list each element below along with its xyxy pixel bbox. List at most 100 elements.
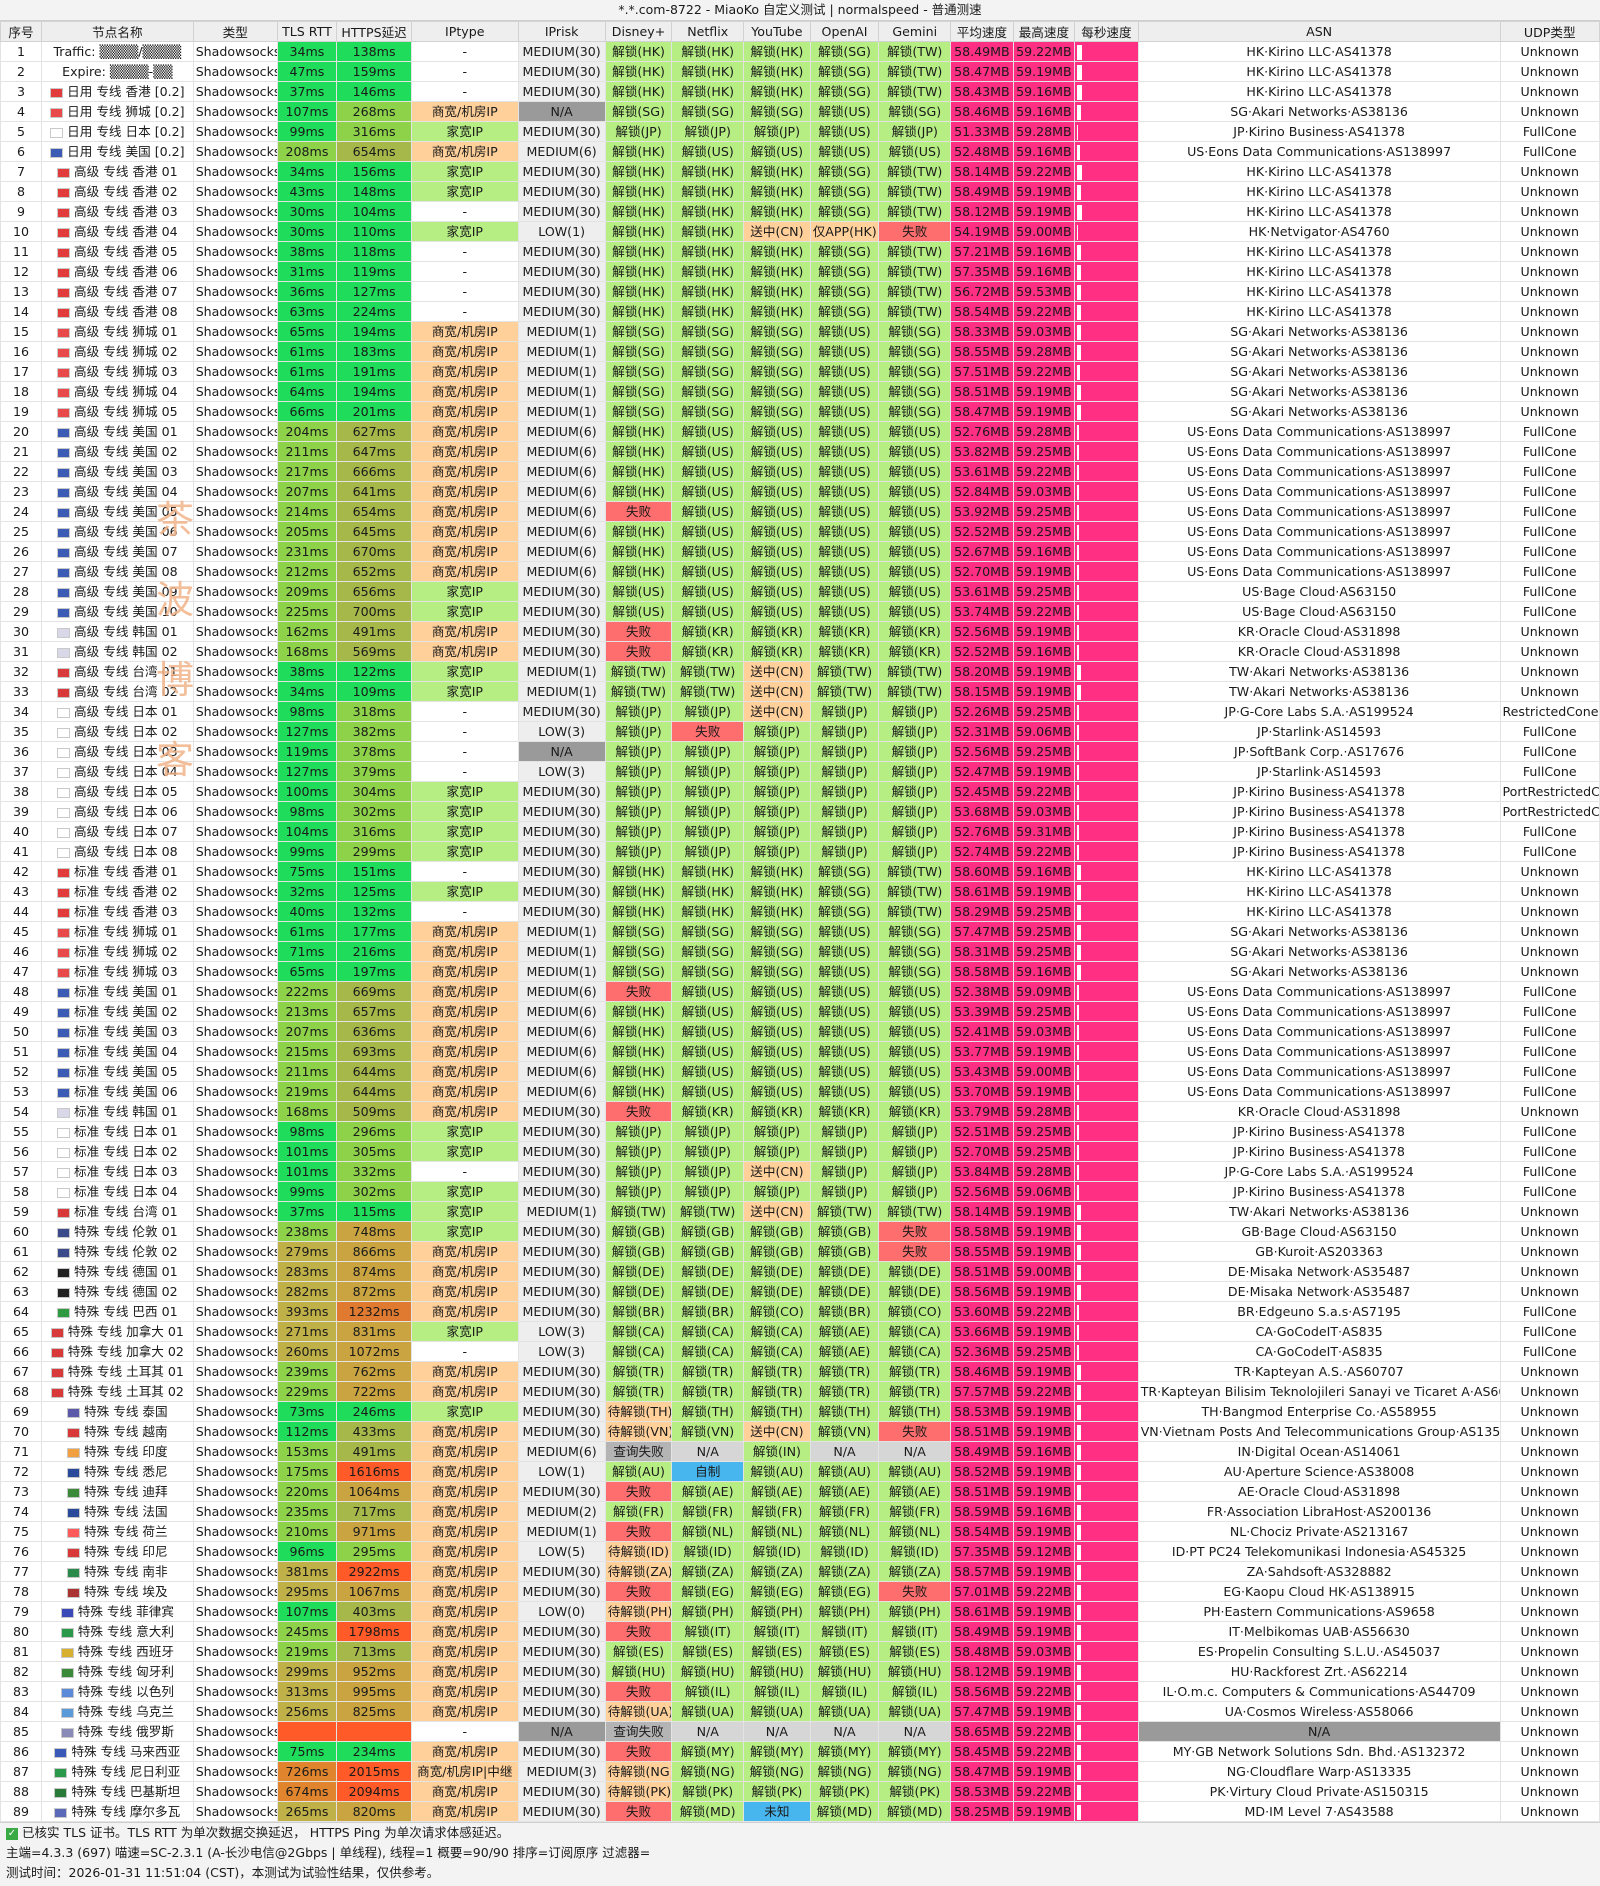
table-row[interactable]: 41 高级 专线 日本 08 Shadowsocks 99ms 299ms 家宽IP MED… bbox=[0, 841, 1600, 862]
table-row[interactable]: 61 特殊 专线 伦敦 02 Shadowsocks 279ms 866ms 商宽/机房I… bbox=[0, 1241, 1600, 1262]
table-row[interactable]: 84 特殊 专线 乌克兰 Shadowsocks 256ms 825ms 商宽/机房IP M… bbox=[0, 1701, 1600, 1722]
table-row[interactable]: 56 标准 专线 日本 02 Shadowsocks 101ms 305ms 家宽IP ME… bbox=[0, 1141, 1600, 1162]
table-row[interactable]: 60 特殊 专线 伦敦 01 Shadowsocks 238ms 748ms 家宽IP ME… bbox=[0, 1221, 1600, 1242]
table-row[interactable]: 1 Traffic: ▒▒▒▒/▒▒▒▒ Shadowsocks 34ms 138ms -… bbox=[0, 41, 1600, 62]
table-row[interactable]: 57 标准 专线 日本 03 Shadowsocks 101ms 332ms - MEDIU… bbox=[0, 1161, 1600, 1182]
table-row[interactable]: 62 特殊 专线 德国 01 Shadowsocks 283ms 874ms 商宽/机房I… bbox=[0, 1261, 1600, 1282]
table-row[interactable]: 4 日用 专线 狮城 [0.2] Shadowsocks 107ms 268ms 商宽/机… bbox=[0, 101, 1600, 122]
table-row[interactable]: 22 高级 专线 美国 03 Shadowsocks 217ms 666ms 商宽/机房I… bbox=[0, 461, 1600, 482]
table-row[interactable]: 16 高级 专线 狮城 02 Shadowsocks 61ms 183ms 商宽/机房IP… bbox=[0, 341, 1600, 362]
table-row[interactable]: 68 特殊 专线 土耳其 02 Shadowsocks 229ms 722ms 商宽/机房… bbox=[0, 1381, 1600, 1402]
table-row[interactable]: 32 高级 专线 台湾 01 Shadowsocks 38ms 122ms 家宽IP MED… bbox=[0, 661, 1600, 682]
column-header-per-second-speed[interactable]: 每秒速度 bbox=[1074, 21, 1139, 42]
table-row[interactable]: 89 特殊 专线 摩尔多瓦 Shadowsocks 265ms 820ms 商宽/机房IP… bbox=[0, 1801, 1600, 1822]
table-row[interactable]: 9 高级 专线 香港 03 Shadowsocks 30ms 104ms - MEDIUM(… bbox=[0, 201, 1600, 222]
table-row[interactable]: 44 标准 专线 香港 03 Shadowsocks 40ms 132ms - MEDIUM… bbox=[0, 901, 1600, 922]
table-row[interactable]: 25 高级 专线 美国 06 Shadowsocks 205ms 645ms 商宽/机房I… bbox=[0, 521, 1600, 542]
column-header-max-speed[interactable]: 最高速度 bbox=[1012, 21, 1076, 42]
table-row[interactable]: 2 Expire: ▒▒▒▒-▒▒ Shadowsocks 47ms 159ms - MED… bbox=[0, 61, 1600, 82]
table-row[interactable]: 72 特殊 专线 悉尼 Shadowsocks 175ms 1616ms 商宽/机房IP L… bbox=[0, 1461, 1600, 1482]
table-row[interactable]: 29 高级 专线 美国 10 Shadowsocks 225ms 700ms 家宽IP ME… bbox=[0, 601, 1600, 622]
table-row[interactable]: 21 高级 专线 美国 02 Shadowsocks 211ms 647ms 商宽/机房I… bbox=[0, 441, 1600, 462]
table-row[interactable]: 28 高级 专线 美国 09 Shadowsocks 209ms 656ms 家宽IP ME… bbox=[0, 581, 1600, 602]
table-row[interactable]: 88 特殊 专线 巴基斯坦 Shadowsocks 674ms 2094ms 商宽/机房I… bbox=[0, 1781, 1600, 1802]
table-row[interactable]: 12 高级 专线 香港 06 Shadowsocks 31ms 119ms - MEDIUM… bbox=[0, 261, 1600, 282]
table-row[interactable]: 7 高级 专线 香港 01 Shadowsocks 34ms 156ms 家宽IP MEDI… bbox=[0, 161, 1600, 182]
column-header-avg-speed[interactable]: 平均速度 bbox=[950, 21, 1014, 42]
table-row[interactable]: 19 高级 专线 狮城 05 Shadowsocks 66ms 201ms 商宽/机房IP… bbox=[0, 401, 1600, 422]
table-row[interactable]: 54 标准 专线 韩国 01 Shadowsocks 168ms 509ms 商宽/机房I… bbox=[0, 1101, 1600, 1122]
table-row[interactable]: 8 高级 专线 香港 02 Shadowsocks 43ms 148ms 家宽IP MEDI… bbox=[0, 181, 1600, 202]
table-row[interactable]: 71 特殊 专线 印度 Shadowsocks 153ms 491ms 商宽/机房IP ME… bbox=[0, 1441, 1600, 1462]
table-row[interactable]: 81 特殊 专线 西班牙 Shadowsocks 219ms 713ms 商宽/机房IP M… bbox=[0, 1641, 1600, 1662]
table-row[interactable]: 3 日用 专线 香港 [0.2] Shadowsocks 37ms 146ms - MEDI… bbox=[0, 81, 1600, 102]
table-row[interactable]: 14 高级 专线 香港 08 Shadowsocks 63ms 224ms - MEDIUM… bbox=[0, 301, 1600, 322]
column-header-asn[interactable]: ASN bbox=[1137, 21, 1501, 42]
table-row[interactable]: 66 特殊 专线 加拿大 02 Shadowsocks 260ms 1072ms - LOW… bbox=[0, 1341, 1600, 1362]
table-row[interactable]: 63 特殊 专线 德国 02 Shadowsocks 282ms 872ms 商宽/机房I… bbox=[0, 1281, 1600, 1302]
table-row[interactable]: 77 特殊 专线 南非 Shadowsocks 381ms 2922ms 商宽/机房IP M… bbox=[0, 1561, 1600, 1582]
table-row[interactable]: 33 高级 专线 台湾 02 Shadowsocks 34ms 109ms 家宽IP MED… bbox=[0, 681, 1600, 702]
table-row[interactable]: 31 高级 专线 韩国 02 Shadowsocks 168ms 569ms 商宽/机房I… bbox=[0, 641, 1600, 662]
table-row[interactable]: 67 特殊 专线 土耳其 01 Shadowsocks 239ms 762ms 商宽/机房… bbox=[0, 1361, 1600, 1382]
table-row[interactable]: 35 高级 专线 日本 02 Shadowsocks 127ms 382ms - LOW(3… bbox=[0, 721, 1600, 742]
table-row[interactable]: 40 高级 专线 日本 07 Shadowsocks 104ms 316ms 家宽IP ME… bbox=[0, 821, 1600, 842]
table-row[interactable]: 38 高级 专线 日本 05 Shadowsocks 100ms 304ms 家宽IP ME… bbox=[0, 781, 1600, 802]
table-row[interactable]: 24 高级 专线 美国 05 Shadowsocks 214ms 654ms 商宽/机房I… bbox=[0, 501, 1600, 522]
table-row[interactable]: 30 高级 专线 韩国 01 Shadowsocks 162ms 491ms 商宽/机房I… bbox=[0, 621, 1600, 642]
table-row[interactable]: 13 高级 专线 香港 07 Shadowsocks 36ms 127ms - MEDIUM… bbox=[0, 281, 1600, 302]
table-row[interactable]: 58 标准 专线 日本 04 Shadowsocks 99ms 302ms 家宽IP MED… bbox=[0, 1181, 1600, 1202]
column-header-type[interactable]: 类型 bbox=[192, 21, 278, 42]
table-row[interactable]: 86 特殊 专线 马来西亚 Shadowsocks 75ms 234ms 商宽/机房IP M… bbox=[0, 1741, 1600, 1762]
column-header-ip-risk[interactable]: IPrisk bbox=[517, 21, 606, 42]
table-row[interactable]: 79 特殊 专线 菲律宾 Shadowsocks 107ms 403ms 商宽/机房IP L… bbox=[0, 1601, 1600, 1622]
table-row[interactable]: 75 特殊 专线 荷兰 Shadowsocks 210ms 971ms 商宽/机房IP ME… bbox=[0, 1521, 1600, 1542]
table-row[interactable]: 52 标准 专线 美国 05 Shadowsocks 211ms 644ms 商宽/机房I… bbox=[0, 1061, 1600, 1082]
table-row[interactable]: 45 标准 专线 狮城 01 Shadowsocks 61ms 177ms 商宽/机房IP… bbox=[0, 921, 1600, 942]
table-row[interactable]: 43 标准 专线 香港 02 Shadowsocks 32ms 125ms 家宽IP MED… bbox=[0, 881, 1600, 902]
table-row[interactable]: 65 特殊 专线 加拿大 01 Shadowsocks 271ms 831ms 家宽IP L… bbox=[0, 1321, 1600, 1342]
table-row[interactable]: 73 特殊 专线 迪拜 Shadowsocks 220ms 1064ms 商宽/机房IP M… bbox=[0, 1481, 1600, 1502]
table-row[interactable]: 23 高级 专线 美国 04 Shadowsocks 207ms 641ms 商宽/机房I… bbox=[0, 481, 1600, 502]
column-header-tls-rtt[interactable]: TLS RTT bbox=[276, 21, 338, 42]
table-row[interactable]: 34 高级 专线 日本 01 Shadowsocks 98ms 318ms - MEDIUM… bbox=[0, 701, 1600, 722]
table-row[interactable]: 51 标准 专线 美国 04 Shadowsocks 215ms 693ms 商宽/机房I… bbox=[0, 1041, 1600, 1062]
table-row[interactable]: 20 高级 专线 美国 01 Shadowsocks 204ms 627ms 商宽/机房I… bbox=[0, 421, 1600, 442]
column-header-openai[interactable]: OpenAI bbox=[809, 21, 880, 42]
table-row[interactable]: 78 特殊 专线 埃及 Shadowsocks 295ms 1067ms 商宽/机房IP M… bbox=[0, 1581, 1600, 1602]
table-row[interactable]: 6 日用 专线 美国 [0.2] Shadowsocks 208ms 654ms 商宽/机… bbox=[0, 141, 1600, 162]
table-row[interactable]: 83 特殊 专线 以色列 Shadowsocks 313ms 995ms 商宽/机房IP M… bbox=[0, 1681, 1600, 1702]
table-row[interactable]: 74 特殊 专线 法国 Shadowsocks 235ms 717ms 商宽/机房IP ME… bbox=[0, 1501, 1600, 1522]
table-row[interactable]: 80 特殊 专线 意大利 Shadowsocks 245ms 1798ms 商宽/机房IP… bbox=[0, 1621, 1600, 1642]
table-row[interactable]: 53 标准 专线 美国 06 Shadowsocks 219ms 644ms 商宽/机房I… bbox=[0, 1081, 1600, 1102]
table-row[interactable]: 18 高级 专线 狮城 04 Shadowsocks 64ms 194ms 商宽/机房IP… bbox=[0, 381, 1600, 402]
table-row[interactable]: 42 标准 专线 香港 01 Shadowsocks 75ms 151ms - MEDIUM… bbox=[0, 861, 1600, 882]
table-row[interactable]: 85 特殊 专线 俄罗斯 Shadowsocks - N/A 查询失败 N/A N/A N/A N… bbox=[0, 1721, 1600, 1742]
table-row[interactable]: 47 标准 专线 狮城 03 Shadowsocks 65ms 197ms 商宽/机房IP… bbox=[0, 961, 1600, 982]
table-row[interactable]: 27 高级 专线 美国 08 Shadowsocks 212ms 652ms 商宽/机房I… bbox=[0, 561, 1600, 582]
column-header-disney[interactable]: Disney+ bbox=[604, 21, 673, 42]
table-row[interactable]: 46 标准 专线 狮城 02 Shadowsocks 71ms 216ms 商宽/机房IP… bbox=[0, 941, 1600, 962]
table-row[interactable]: 48 标准 专线 美国 01 Shadowsocks 222ms 669ms 商宽/机房I… bbox=[0, 981, 1600, 1002]
column-header-netflix[interactable]: Netflix bbox=[671, 21, 745, 42]
table-row[interactable]: 36 高级 专线 日本 03 Shadowsocks 119ms 378ms - N/A 解锁… bbox=[0, 741, 1600, 762]
table-row[interactable]: 50 标准 专线 美国 03 Shadowsocks 207ms 636ms 商宽/机房I… bbox=[0, 1021, 1600, 1042]
table-row[interactable]: 17 高级 专线 狮城 03 Shadowsocks 61ms 191ms 商宽/机房IP… bbox=[0, 361, 1600, 382]
column-header-udp-type[interactable]: UDP类型 bbox=[1499, 21, 1600, 42]
table-row[interactable]: 82 特殊 专线 匈牙利 Shadowsocks 299ms 952ms 商宽/机房IP M… bbox=[0, 1661, 1600, 1682]
column-header-node-name[interactable]: 节点名称 bbox=[41, 21, 194, 42]
table-row[interactable]: 5 日用 专线 日本 [0.2] Shadowsocks 99ms 316ms 家宽IP M… bbox=[0, 121, 1600, 142]
table-row[interactable]: 59 标准 专线 台湾 01 Shadowsocks 37ms 115ms 家宽IP MED… bbox=[0, 1201, 1600, 1222]
table-row[interactable]: 37 高级 专线 日本 04 Shadowsocks 127ms 379ms - LOW(3… bbox=[0, 761, 1600, 782]
column-header-https-latency[interactable]: HTTPS延迟 bbox=[336, 21, 412, 42]
table-row[interactable]: 64 特殊 专线 巴西 01 Shadowsocks 393ms 1232ms 商宽/机房… bbox=[0, 1301, 1600, 1322]
table-row[interactable]: 87 特殊 专线 尼日利亚 Shadowsocks 726ms 2015ms 商宽/机房I… bbox=[0, 1761, 1600, 1782]
table-row[interactable]: 76 特殊 专线 印尼 Shadowsocks 96ms 295ms 商宽/机房IP LOW… bbox=[0, 1541, 1600, 1562]
column-header-gemini[interactable]: Gemini bbox=[878, 21, 952, 42]
column-header-youtube[interactable]: YouTube bbox=[743, 21, 811, 42]
table-row[interactable]: 10 高级 专线 香港 04 Shadowsocks 30ms 110ms 家宽IP LOW… bbox=[0, 221, 1600, 242]
table-row[interactable]: 15 高级 专线 狮城 01 Shadowsocks 65ms 194ms 商宽/机房IP… bbox=[0, 321, 1600, 342]
table-row[interactable]: 11 高级 专线 香港 05 Shadowsocks 38ms 118ms - MEDIUM… bbox=[0, 241, 1600, 262]
table-row[interactable]: 55 标准 专线 日本 01 Shadowsocks 98ms 296ms 家宽IP MED… bbox=[0, 1121, 1600, 1142]
table-row[interactable]: 49 标准 专线 美国 02 Shadowsocks 213ms 657ms 商宽/机房I… bbox=[0, 1001, 1600, 1022]
